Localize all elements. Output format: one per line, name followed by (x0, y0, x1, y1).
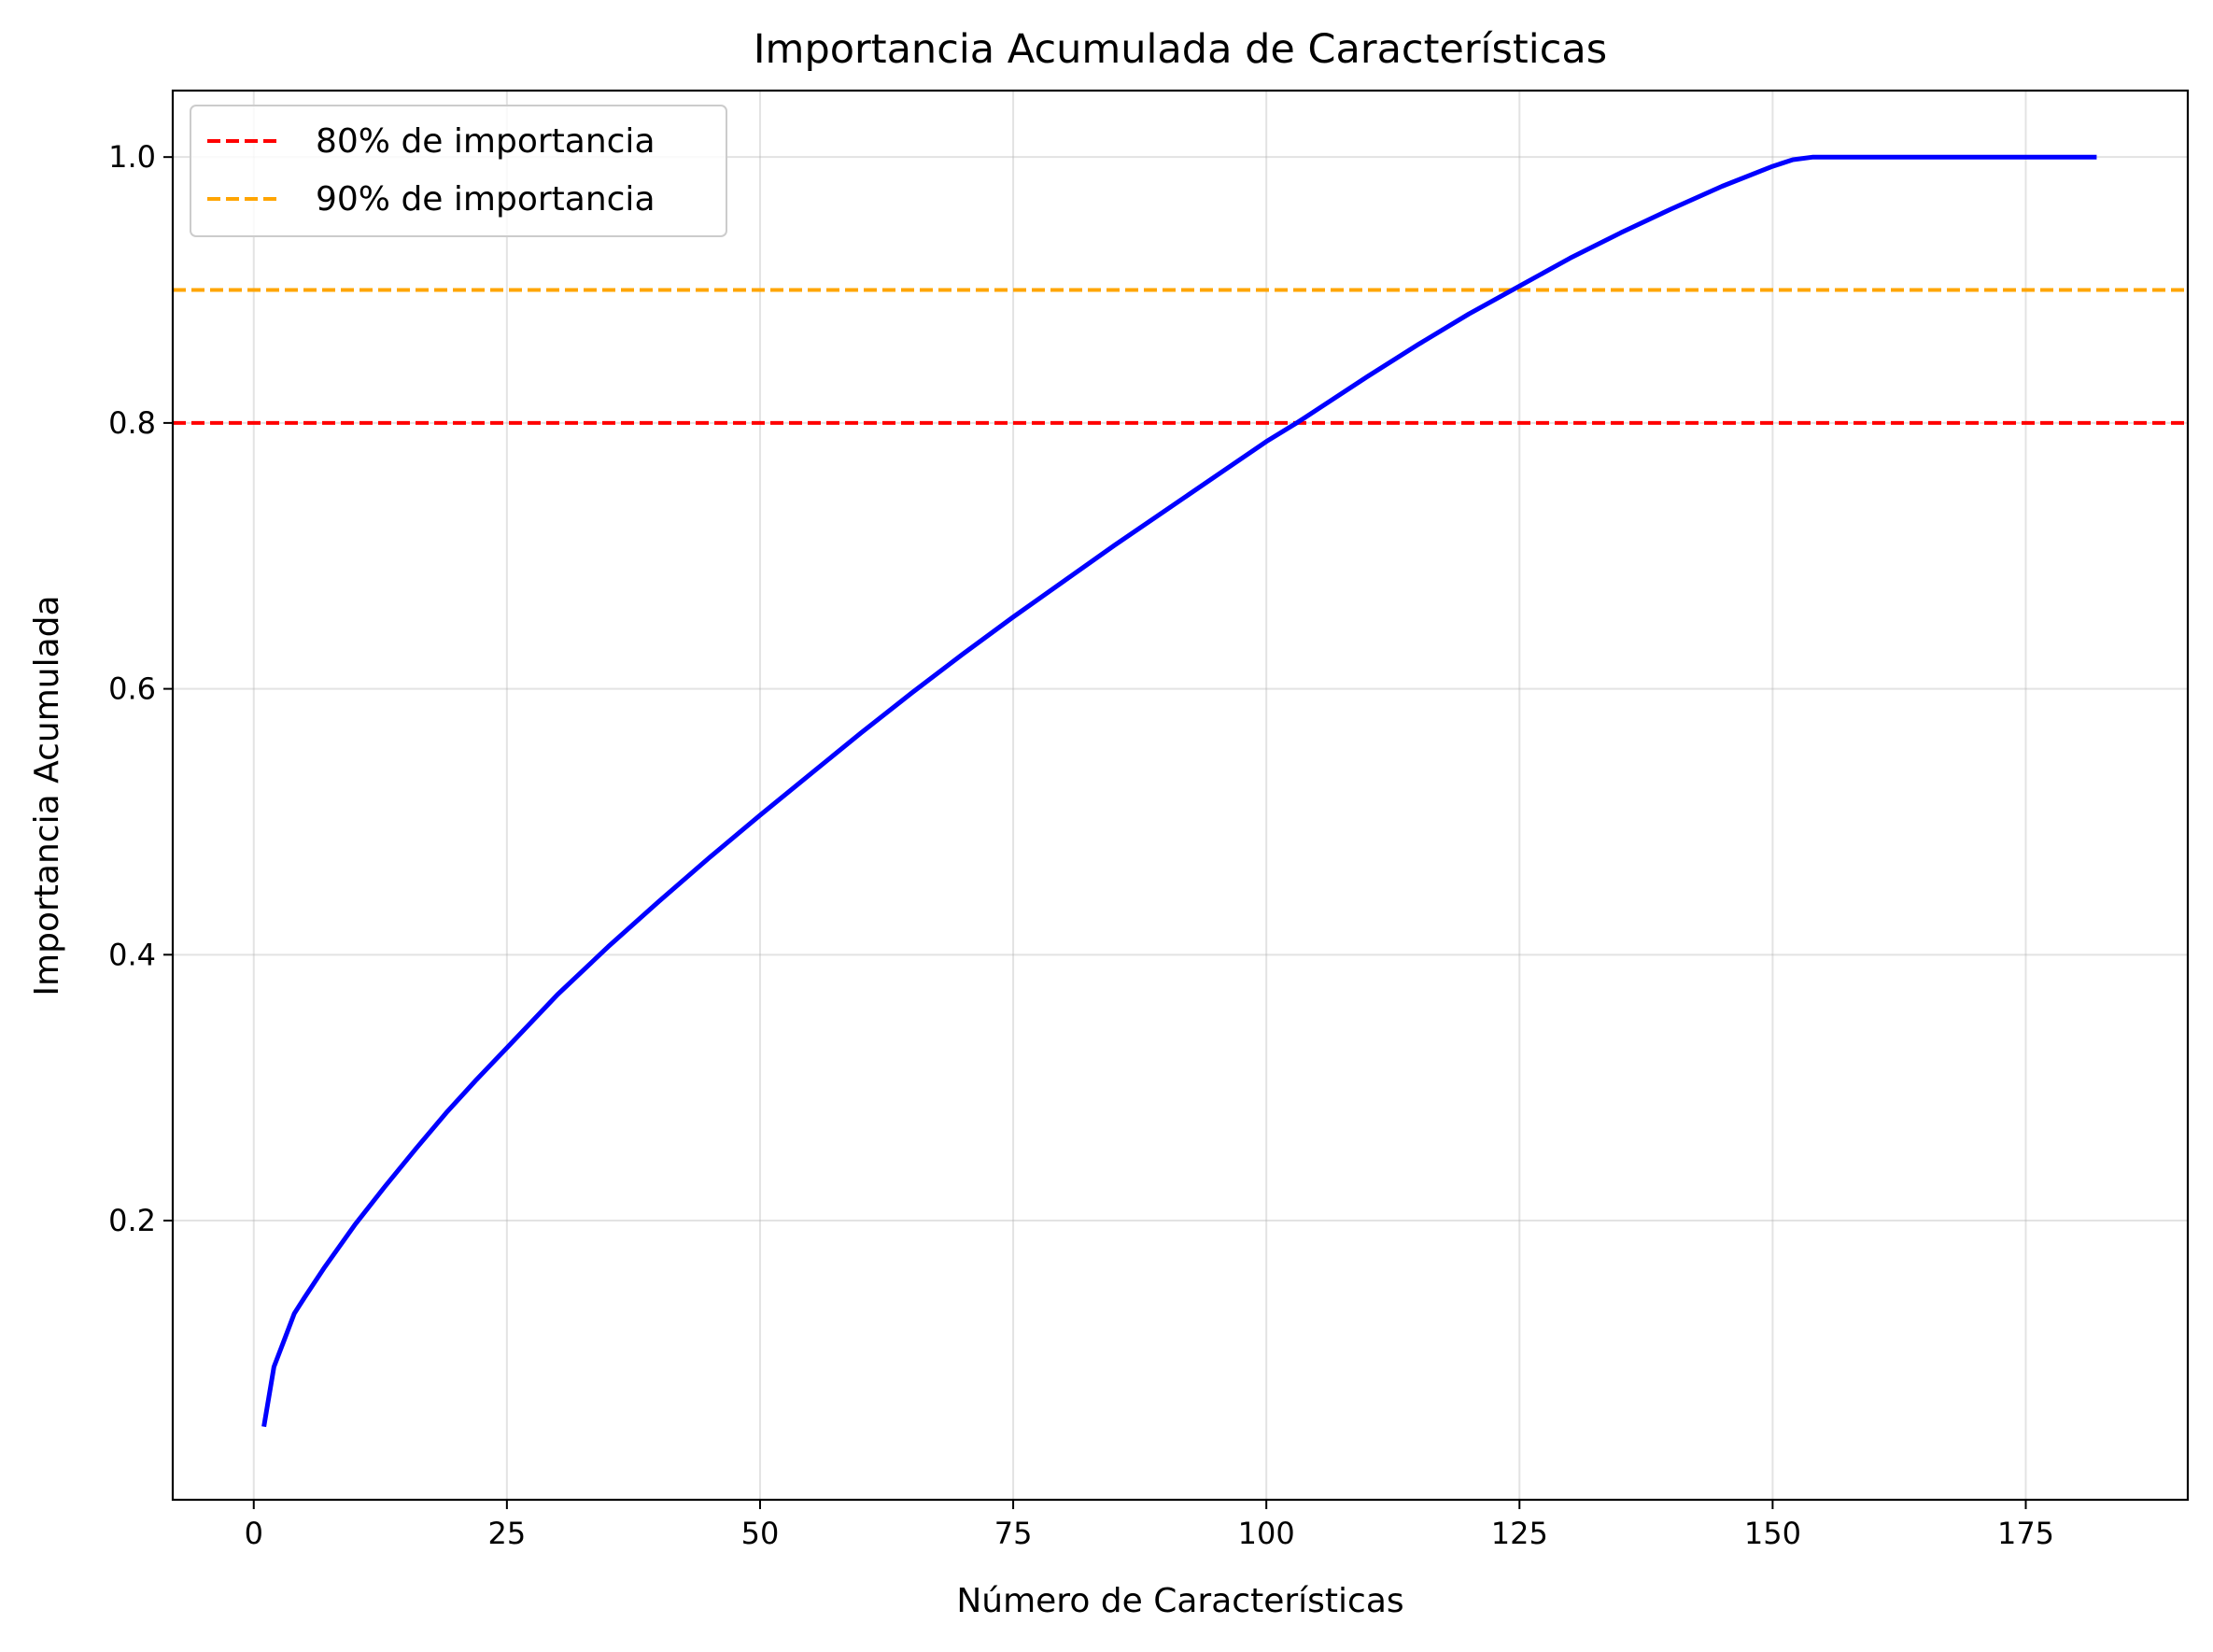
x-tick-label: 175 (1997, 1516, 2054, 1551)
x-axis-label: Número de Características (956, 1582, 1403, 1620)
y-tick-label: 1.0 (108, 139, 156, 175)
y-axis-label: Importancia Acumulada (28, 595, 66, 995)
x-tick-label: 100 (1238, 1516, 1295, 1551)
cumulative-importance-line (261, 154, 2097, 1428)
y-tick-label: 0.6 (108, 671, 156, 707)
x-tick-label: 50 (741, 1516, 780, 1551)
axes-frame (171, 89, 2190, 1502)
legend-box (190, 105, 727, 237)
x-tick-label: 0 (245, 1516, 263, 1551)
y-tick-label: 0.8 (108, 405, 156, 441)
chart-title: Importancia Acumulada de Características (754, 26, 1607, 73)
series-layer (261, 154, 2097, 1428)
y-axis: 0.2 0.4 0.6 0.8 1.0 (108, 139, 173, 1238)
x-tick-label: 75 (994, 1516, 1033, 1551)
legend-label-90: 90% de importancia (316, 180, 655, 219)
legend: 80% de importancia 90% de importancia (190, 105, 727, 237)
x-tick-label: 125 (1491, 1516, 1548, 1551)
x-tick-label: 150 (1744, 1516, 1801, 1551)
y-tick-label: 0.2 (108, 1203, 156, 1238)
x-tick-label: 25 (487, 1516, 526, 1551)
legend-label-80: 80% de importancia (316, 122, 655, 161)
x-axis: 0 25 50 75 100 125 150 175 (245, 1500, 2054, 1551)
y-tick-label: 0.4 (108, 937, 156, 972)
